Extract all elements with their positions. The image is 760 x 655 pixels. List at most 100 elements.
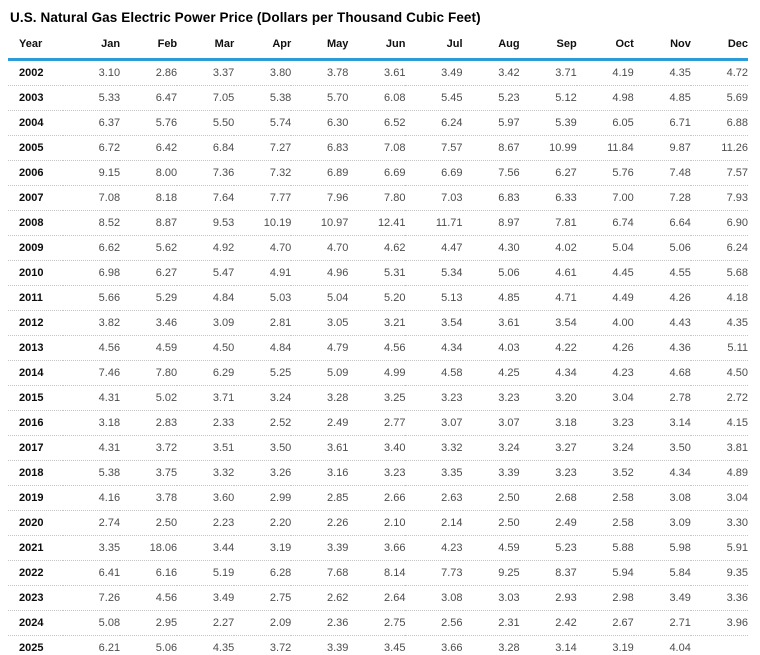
page-title: U.S. Natural Gas Electric Power Price (D… — [10, 10, 481, 25]
value-cell: 8.37 — [519, 560, 577, 586]
value-cell: 5.03 — [234, 285, 292, 311]
value-cell: 3.23 — [462, 385, 520, 411]
value-cell: 3.24 — [234, 385, 292, 411]
value-cell: 2.31 — [462, 610, 520, 636]
value-cell: 3.23 — [348, 460, 406, 486]
value-cell: 3.09 — [177, 310, 235, 336]
value-cell: 3.05 — [291, 310, 349, 336]
table-row-2009: 2009 6.62 5.62 4.92 4.70 4.70 4.62 4.47 4.30 4.02… — [8, 235, 748, 261]
value-cell: 3.23 — [405, 385, 463, 411]
value-cell: 5.74 — [234, 110, 292, 136]
value-cell: 6.30 — [291, 110, 349, 136]
value-cell: 6.33 — [519, 185, 577, 211]
column-header-apr: Apr — [234, 34, 292, 61]
value-cell: 5.23 — [462, 85, 520, 111]
value-cell: 3.40 — [348, 435, 406, 461]
value-cell: 2.72 — [690, 385, 748, 411]
year-cell: 2025 — [8, 635, 63, 655]
column-header-nov: Nov — [633, 34, 691, 61]
value-cell: 5.98 — [633, 535, 691, 561]
value-cell: 2.26 — [291, 510, 349, 536]
value-cell: 4.79 — [291, 335, 349, 361]
value-cell: 5.11 — [690, 335, 748, 361]
value-cell: 4.35 — [177, 635, 235, 655]
value-cell: 4.99 — [348, 360, 406, 386]
table-row-2013: 2013 4.56 4.59 4.50 4.84 4.79 4.56 4.34 4.03 4.22… — [8, 335, 748, 361]
value-cell: 3.26 — [234, 460, 292, 486]
table-row-2021: 2021 3.35 18.06 3.44 3.19 3.39 3.66 4.23 4.59 5.2… — [8, 535, 748, 561]
value-cell: 10.97 — [291, 210, 349, 236]
table-row-2023: 2023 7.26 4.56 3.49 2.75 2.62 2.64 3.08 3.03 2.93… — [8, 585, 748, 611]
value-cell: 3.96 — [690, 610, 748, 636]
value-cell: 4.68 — [633, 360, 691, 386]
value-cell: 4.59 — [120, 335, 178, 361]
value-cell: 3.20 — [519, 385, 577, 411]
value-cell: 2.50 — [120, 510, 178, 536]
value-cell: 3.21 — [348, 310, 406, 336]
value-cell: 3.23 — [519, 460, 577, 486]
value-cell: 4.31 — [63, 385, 121, 411]
value-cell: 4.92 — [177, 235, 235, 261]
table-row-2019: 2019 4.16 3.78 3.60 2.99 2.85 2.66 2.63 2.50 2.68… — [8, 485, 748, 511]
value-cell: 3.19 — [234, 535, 292, 561]
value-cell: 3.10 — [63, 59, 121, 86]
value-cell: 3.18 — [519, 410, 577, 436]
table-row-2017: 2017 4.31 3.72 3.51 3.50 3.61 3.40 3.32 3.24 3.27… — [8, 435, 748, 461]
value-cell: 7.73 — [405, 560, 463, 586]
value-cell: 5.70 — [291, 85, 349, 111]
value-cell: 7.96 — [291, 185, 349, 211]
value-cell: 4.34 — [633, 460, 691, 486]
value-cell: 5.69 — [690, 85, 748, 111]
table-row-2008: 2008 8.52 8.87 9.53 10.19 10.97 12.41 11.71 8.97… — [8, 210, 748, 236]
value-cell: 3.82 — [63, 310, 121, 336]
value-cell: 4.36 — [633, 335, 691, 361]
table-body: 2002 3.10 2.86 3.37 3.80 3.78 3.61 3.49 3.42 3.71… — [8, 59, 748, 655]
value-cell: 3.78 — [120, 485, 178, 511]
value-cell: 4.50 — [690, 360, 748, 386]
year-cell: 2003 — [8, 85, 63, 111]
value-cell: 5.66 — [63, 285, 121, 311]
value-cell: 4.26 — [633, 285, 691, 311]
value-cell: 6.69 — [348, 160, 406, 186]
value-cell: 2.83 — [120, 410, 178, 436]
table-row-2002: 2002 3.10 2.86 3.37 3.80 3.78 3.61 3.49 3.42 3.71… — [8, 59, 748, 86]
value-cell: 2.52 — [234, 410, 292, 436]
value-cell: 2.67 — [576, 610, 634, 636]
value-cell: 8.87 — [120, 210, 178, 236]
value-cell: 10.99 — [519, 135, 577, 161]
value-cell: 2.98 — [576, 585, 634, 611]
value-cell: 3.54 — [405, 310, 463, 336]
value-cell: 4.22 — [519, 335, 577, 361]
value-cell: 6.64 — [633, 210, 691, 236]
value-cell: 5.06 — [120, 635, 178, 655]
value-cell: 5.29 — [120, 285, 178, 311]
value-cell: 8.00 — [120, 160, 178, 186]
value-cell: 2.62 — [291, 585, 349, 611]
value-cell: 2.95 — [120, 610, 178, 636]
table-row-2007: 2007 7.08 8.18 7.64 7.77 7.96 7.80 7.03 6.83 6.33… — [8, 185, 748, 211]
value-cell: 7.03 — [405, 185, 463, 211]
year-cell: 2024 — [8, 610, 63, 636]
value-cell: 4.00 — [576, 310, 634, 336]
value-cell: 4.34 — [519, 360, 577, 386]
value-cell: 2.74 — [63, 510, 121, 536]
value-cell: 7.00 — [576, 185, 634, 211]
year-cell: 2006 — [8, 160, 63, 186]
value-cell: 4.16 — [63, 485, 121, 511]
value-cell: 3.39 — [291, 535, 349, 561]
value-cell: 6.24 — [405, 110, 463, 136]
value-cell: 2.33 — [177, 410, 235, 436]
value-cell: 3.49 — [405, 59, 463, 86]
value-cell: 5.94 — [576, 560, 634, 586]
value-cell: 5.91 — [690, 535, 748, 561]
value-cell: 5.38 — [234, 85, 292, 111]
value-cell: 2.75 — [348, 610, 406, 636]
year-cell: 2008 — [8, 210, 63, 236]
value-cell: 4.35 — [690, 310, 748, 336]
value-cell: 4.58 — [405, 360, 463, 386]
value-cell: 5.76 — [576, 160, 634, 186]
value-cell: 5.68 — [690, 260, 748, 286]
value-cell: 2.68 — [519, 485, 577, 511]
value-cell: 5.09 — [291, 360, 349, 386]
table-row-2018: 2018 5.38 3.75 3.32 3.26 3.16 3.23 3.35 3.39 3.23… — [8, 460, 748, 486]
